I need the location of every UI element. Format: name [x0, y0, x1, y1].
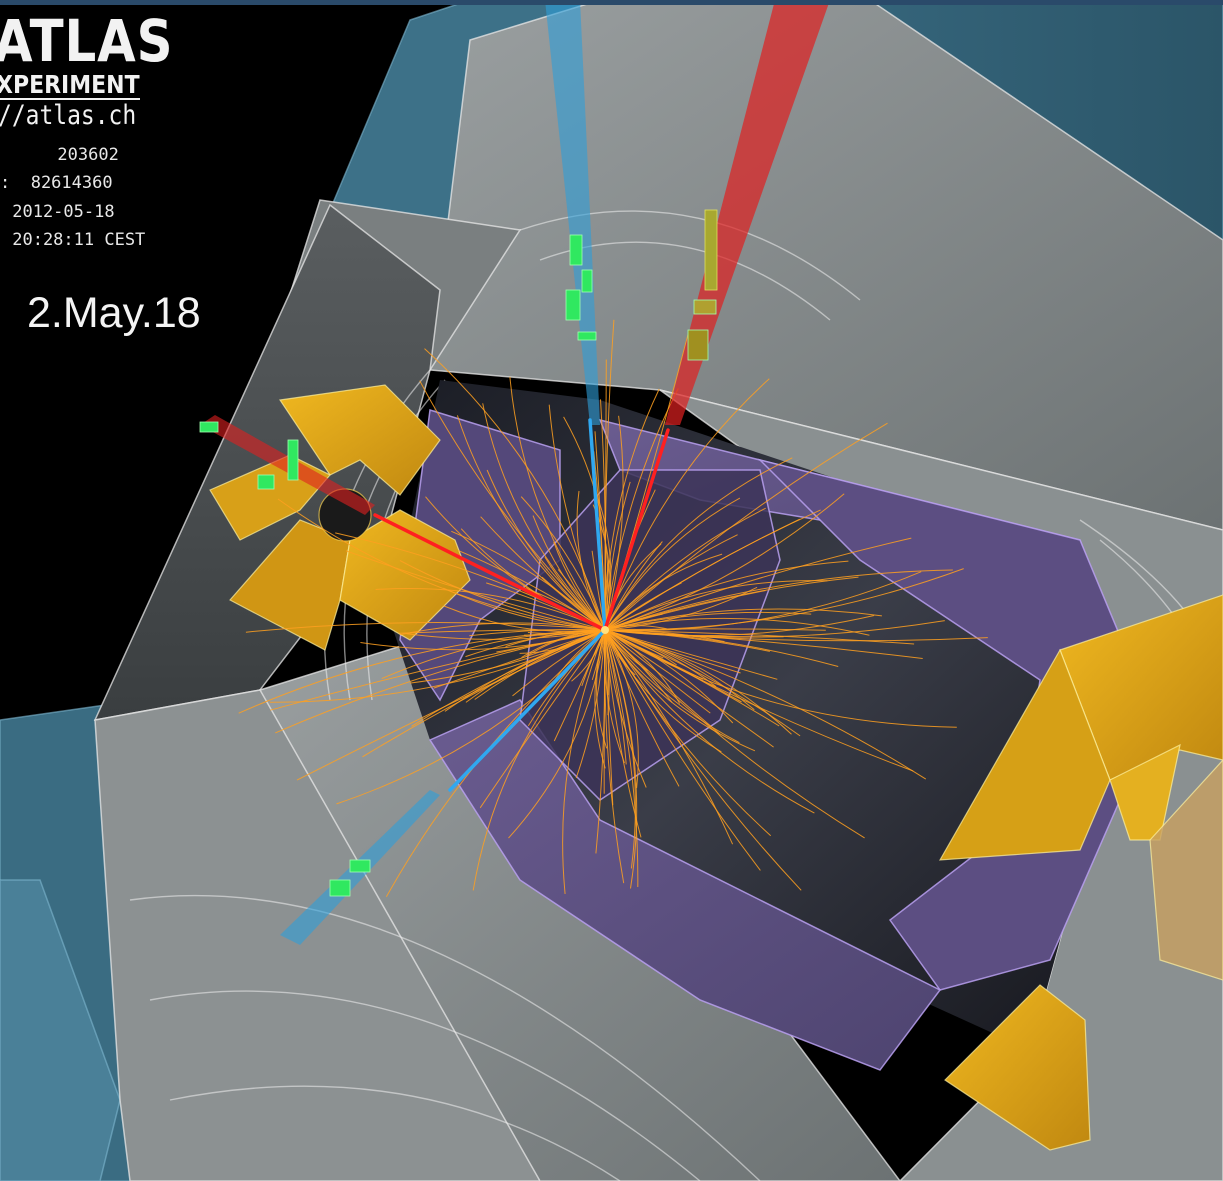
- particle-track: [486, 469, 606, 631]
- particle-track: [604, 457, 793, 631]
- particle-track: [604, 537, 912, 631]
- particle-track: [576, 490, 606, 631]
- particle-track: [604, 388, 660, 631]
- particle-track: [512, 629, 606, 697]
- particle-track: [604, 629, 711, 714]
- gray-block-top: [429, 0, 1223, 531]
- particle-track: [480, 516, 606, 631]
- particle-track: [604, 629, 625, 884]
- particle-track: [269, 629, 606, 703]
- particle-track: [375, 588, 606, 631]
- particle-track: [553, 541, 606, 631]
- particle-track: [604, 571, 922, 632]
- muon-line-top: [588, 418, 607, 632]
- particle-track: [604, 629, 957, 728]
- particle-track: [604, 493, 845, 631]
- leading-particles: [373, 418, 670, 792]
- particle-track: [458, 550, 606, 631]
- electron-cone-top: [665, 0, 830, 425]
- particle-track: [604, 422, 888, 631]
- particle-track: [553, 629, 606, 742]
- particle-track: [604, 481, 631, 631]
- interaction-vertex: [601, 626, 609, 634]
- particle-track: [604, 629, 720, 735]
- particle-track: [604, 629, 923, 659]
- electron-line-left: [373, 513, 607, 632]
- particle-track: [482, 403, 606, 631]
- particle-track: [563, 416, 609, 631]
- particle-track: [360, 629, 606, 651]
- particle-track: [604, 608, 882, 631]
- muon-chamber-left-edge: [0, 879, 121, 1181]
- particle-track: [398, 629, 606, 634]
- particle-track: [604, 628, 826, 631]
- particle-track: [245, 622, 606, 633]
- particle-track: [508, 629, 606, 839]
- particle-track: [604, 625, 670, 631]
- particle-track: [604, 617, 870, 636]
- particle-track: [604, 569, 953, 631]
- particle-track: [532, 515, 606, 631]
- particle-track: [604, 613, 663, 631]
- particle-track: [604, 534, 738, 631]
- particle-track: [548, 404, 606, 631]
- particle-track: [604, 629, 680, 787]
- particle-track: [604, 560, 849, 631]
- particle-track: [604, 582, 682, 631]
- muon-cone-top: [545, 0, 600, 425]
- muon-line-bottom: [448, 628, 607, 792]
- particle-track: [604, 415, 624, 631]
- endcap-right: [938, 594, 1223, 1151]
- particle-track: [604, 629, 627, 765]
- electron-line-top: [603, 428, 670, 632]
- particle-track: [604, 629, 801, 737]
- particle-track: [604, 629, 639, 888]
- particle-track: [604, 629, 636, 676]
- particle-track: [604, 629, 725, 643]
- particle-track: [604, 629, 988, 642]
- particle-track: [433, 629, 606, 689]
- particle-track: [604, 629, 792, 735]
- detector-hits: [199, 209, 718, 897]
- particle-track: [604, 378, 770, 631]
- particle-track: [604, 509, 821, 631]
- particle-track: [399, 560, 606, 631]
- particle-track: [604, 319, 615, 631]
- particle-track: [406, 629, 606, 640]
- particle-track: [296, 629, 606, 781]
- purple-end-ring: [519, 469, 781, 801]
- particle-track: [594, 629, 606, 769]
- particle-track: [472, 629, 606, 891]
- particle-track: [479, 629, 606, 809]
- electron-cone-left: [200, 415, 375, 515]
- particle-track: [604, 629, 638, 889]
- particle-track: [456, 415, 606, 631]
- particle-track: [604, 629, 774, 748]
- particle-track: [381, 629, 606, 680]
- particle-track: [604, 629, 734, 845]
- particle-track: [604, 497, 741, 631]
- electron-cones: [200, 0, 830, 515]
- particle-track: [604, 629, 642, 838]
- particle-track: [604, 586, 758, 631]
- particle-track: [562, 629, 606, 894]
- particle-track: [604, 388, 679, 631]
- particle-track: [277, 498, 606, 631]
- particle-track: [604, 629, 614, 806]
- particle-track: [604, 629, 780, 727]
- particle-track: [444, 629, 606, 712]
- particle-track: [509, 376, 606, 631]
- particle-track: [604, 576, 859, 631]
- particle-track: [419, 380, 606, 631]
- particle-track: [604, 629, 761, 871]
- particle-track: [520, 496, 606, 631]
- particle-track: [424, 348, 606, 631]
- particle-track: [496, 629, 606, 653]
